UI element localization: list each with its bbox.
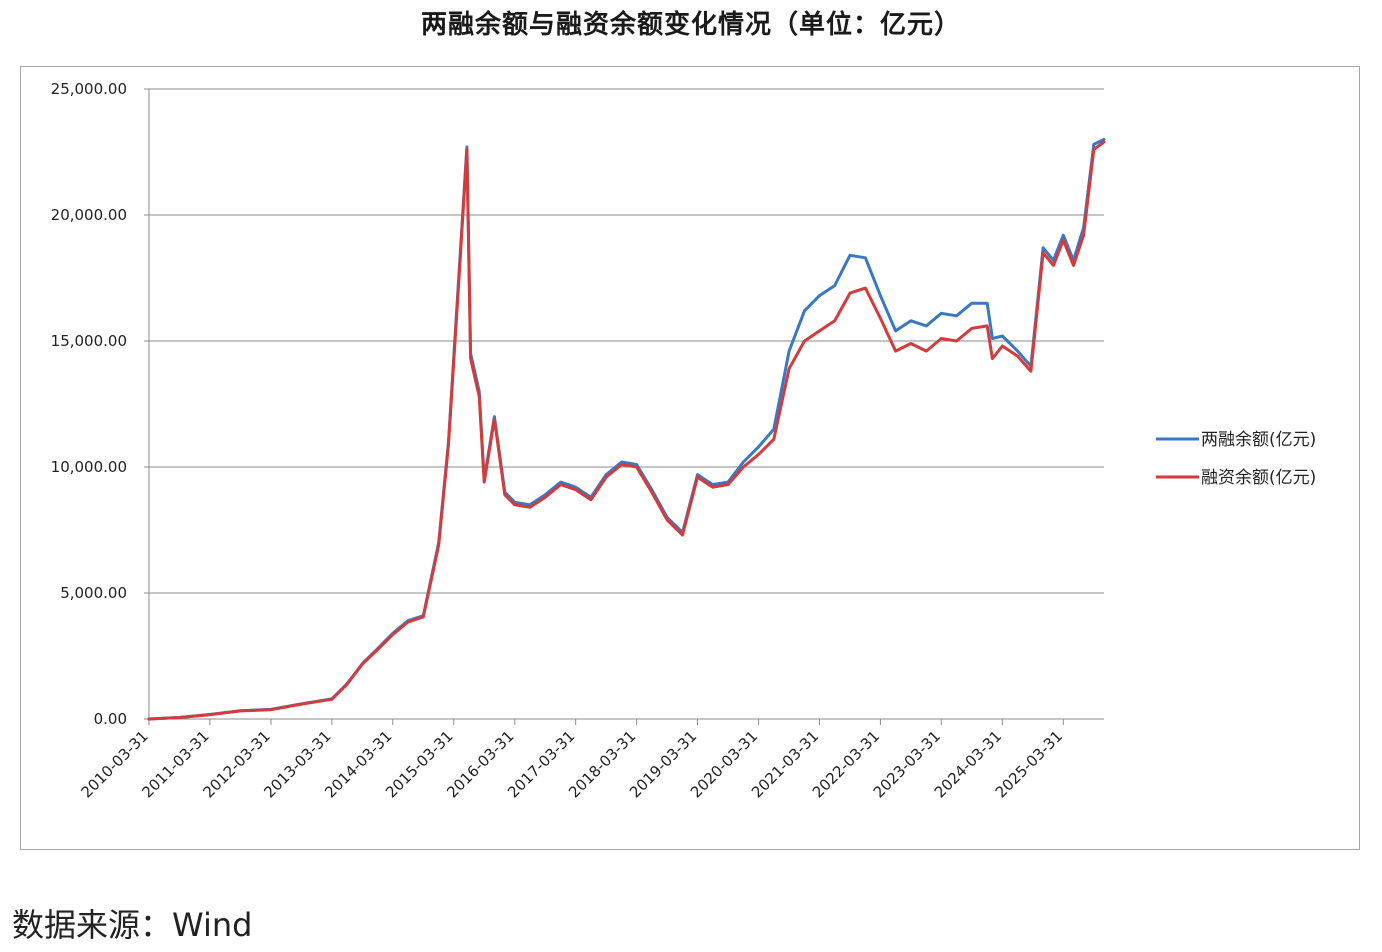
legend-label-2: 融资余额(亿元) (1201, 468, 1316, 488)
grid-lines (149, 88, 1104, 594)
legend: 两融余额(亿元) 融资余额(亿元) (1156, 430, 1316, 488)
y-tick-label: 5,000.00 (60, 584, 127, 602)
y-tick-label: 10,000.00 (51, 458, 127, 476)
y-tick-label: 0.00 (94, 710, 127, 728)
y-tick-label: 15,000.00 (51, 332, 127, 350)
x-axis-ticks: 2010-03-312011-03-312012-03-312013-03-31… (77, 727, 1066, 801)
source-note: 数据来源：Wind (12, 906, 253, 944)
chart-title: 两融余额与融资余额变化情况（单位：亿元） (420, 10, 961, 40)
axes (144, 88, 1104, 725)
y-axis-ticks: 0.00 5,000.00 10,000.00 15,000.00 20,000.00 2… (51, 80, 127, 728)
series-line-2 (147, 140, 1106, 721)
series-lines (147, 137, 1106, 721)
chart-frame: 0.00 5,000.00 10,000.00 15,000.00 20,000.00 2… (20, 66, 1360, 850)
legend-label-1: 两融余额(亿元) (1201, 430, 1316, 450)
y-tick-label: 20,000.00 (51, 206, 127, 224)
series-line-1 (147, 137, 1106, 721)
y-tick-label: 25,000.00 (51, 80, 127, 98)
line-chart: 0.00 5,000.00 10,000.00 15,000.00 20,000.00 2… (51, 80, 1317, 801)
